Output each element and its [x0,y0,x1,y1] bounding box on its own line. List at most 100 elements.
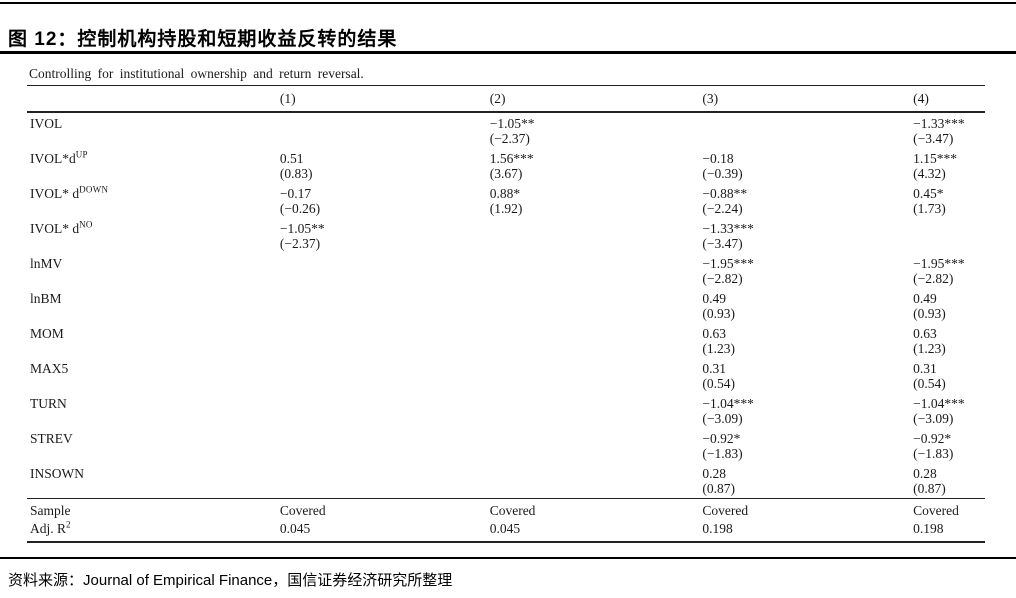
coef-cell [490,253,703,288]
coef-cell: −0.92* (−1.83) [913,428,985,463]
figure-title: 图 12：控制机构持股和短期收益反转的结果 [8,28,398,50]
table-row: IVOL* dDOWN −0.17 (−0.26) 0.88* (1.92) −0.88*… [27,183,985,218]
t-statistic: (−1.83) [913,446,954,461]
row-label-superscript: NO [79,219,93,230]
summary-value: Covered [913,503,959,518]
coef-cell [490,463,703,499]
coef-cell: −1.05** (−2.37) [280,218,490,253]
coef-cell: 0.63 (1.23) [702,323,913,358]
coefficient-value [490,221,703,236]
row-label-superscript: UP [75,149,88,160]
coef-cell: −1.33*** (−3.47) [702,218,913,253]
summary-label-text: Adj. R [30,521,67,536]
t-statistic [490,306,703,321]
table-row: MAX5 0.31 (0.54) 0.31 (0.54) [27,358,985,393]
t-statistic: (−3.47) [913,131,954,146]
coef-cell: 1.56*** (3.67) [490,148,703,183]
header-empty-cell [27,86,280,113]
coefficient-value: −1.04*** [913,396,965,411]
t-statistic: (−2.24) [702,201,743,216]
coef-cell: −1.05** (−2.37) [490,112,703,148]
t-statistic [280,411,490,426]
coef-cell: −1.04*** (−3.09) [913,393,985,428]
header-row: (1) (2) (3) (4) [27,86,985,113]
t-statistic [490,411,703,426]
row-label: STREV [27,428,280,463]
coefficient-value: −1.95*** [702,256,754,271]
row-label: IVOL* dDOWN [27,183,280,218]
coef-cell: −1.33*** (−3.47) [913,112,985,148]
row-label: MOM [27,323,280,358]
coefficient-value: −0.92* [913,431,952,446]
coef-cell: 0.28 (0.87) [702,463,913,499]
coef-cell [913,218,985,253]
source-label: 资料来源： [8,573,84,589]
coefficient-value [490,326,703,341]
coefficient-value [490,466,703,481]
t-statistic: (4.32) [913,166,946,181]
row-label-text: MOM [30,326,64,341]
coefficient-value: 0.31 [913,361,937,376]
summary-label: Adj. R2 [27,519,280,542]
t-statistic: (0.87) [913,481,946,496]
t-statistic: (0.87) [702,481,735,496]
coefficient-value: −1.33*** [702,221,754,236]
table-row: IVOL −1.05** (−2.37) −1.33*** (−3.47) [27,112,985,148]
t-statistic: (−2.37) [279,236,321,251]
coefficient-value: 0.88* [489,186,521,201]
t-statistic [280,306,490,321]
table-row: INSOWN 0.28 (0.87) 0.28 (0.87) [27,463,985,499]
coef-cell: −0.88** (−2.24) [702,183,913,218]
t-statistic: (1.73) [913,201,946,216]
coef-cell: −0.18 (−0.39) [702,148,913,183]
coefficient-value: −0.18 [702,151,734,166]
title-divider [0,51,1016,54]
coefficient-value [280,256,490,271]
summary-value: 0.198 [702,521,733,536]
footer-divider [0,557,1016,559]
coef-cell [280,358,490,393]
row-label: IVOL*dUP [27,148,280,183]
coef-cell: 0.45* (1.73) [913,183,985,218]
column-header: (4) [913,86,985,113]
row-label-text: MAX5 [30,361,69,376]
coefficient-value [280,431,490,446]
t-statistic [913,236,985,251]
t-statistic [490,376,703,391]
coefficient-value [280,291,490,306]
summary-label-superscript: 2 [66,519,71,530]
coef-cell [280,323,490,358]
summary-label: Sample [27,499,280,520]
coefficient-value [490,396,703,411]
t-statistic [280,271,490,286]
coef-cell [490,323,703,358]
t-statistic: (0.54) [702,376,735,391]
coefficient-value: 0.63 [702,326,726,341]
coefficient-value [490,291,703,306]
coefficient-value: 1.15*** [913,151,957,166]
coefficient-value [490,361,703,376]
coef-cell: 0.31 (0.54) [702,358,913,393]
coefficient-value: 0.49 [913,291,937,306]
coefficient-value: −1.95*** [913,256,965,271]
coefficient-value: 0.28 [702,466,726,481]
t-statistic [490,236,703,251]
t-statistic [490,271,703,286]
coef-cell [490,218,703,253]
coef-cell: 0.31 (0.54) [913,358,985,393]
coefficient-value: 0.63 [913,326,937,341]
summary-row: Sample Covered Covered Covered Covered [27,499,985,520]
t-statistic: (−1.83) [702,446,743,461]
coefficient-value: 0.51 [279,151,304,166]
coef-cell: 0.63 (1.23) [913,323,985,358]
coefficient-value: 0.31 [702,361,726,376]
column-header: (2) [489,86,703,113]
t-statistic: (−3.47) [702,236,743,251]
coefficient-value [702,116,913,131]
coefficient-value [913,221,985,236]
coefficient-value: 0.28 [913,466,937,481]
coef-cell [490,288,703,323]
column-header: (3) [702,86,914,113]
coef-cell [490,393,703,428]
coef-cell [280,112,490,148]
